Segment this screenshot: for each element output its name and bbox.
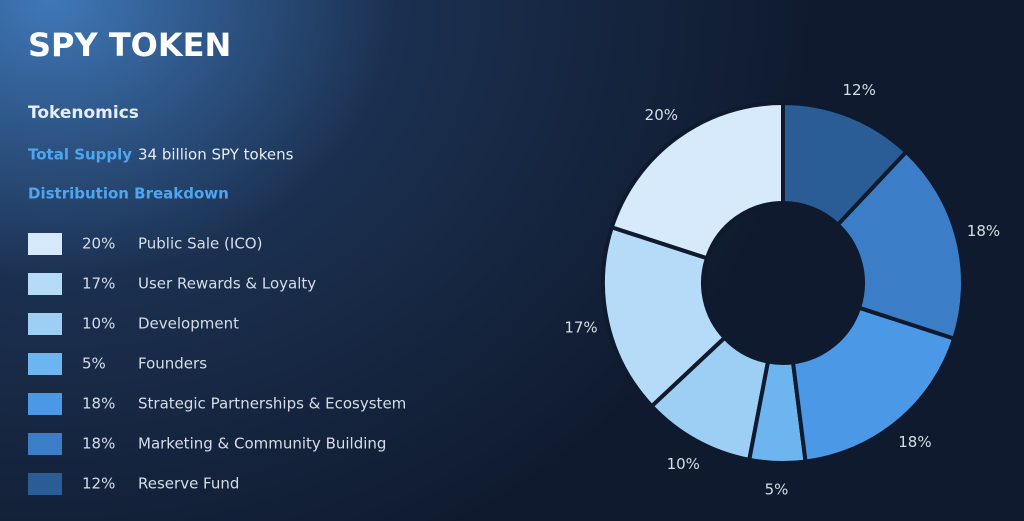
- legend-label: Strategic Partnerships & Ecosystem: [138, 395, 406, 413]
- legend-swatch: [28, 233, 62, 255]
- legend-swatch: [28, 433, 62, 455]
- supply-label: Total Supply: [28, 146, 132, 164]
- legend: 20% Public Sale (ICO) 17% User Rewards & Lo…: [28, 233, 406, 495]
- value-label: 5%: [765, 480, 789, 498]
- value-label: 18%: [898, 433, 931, 451]
- legend-percent: 18%: [82, 435, 115, 453]
- legend-swatch: [28, 473, 62, 495]
- legend-percent: 18%: [82, 395, 115, 413]
- legend-percent: 12%: [82, 475, 115, 493]
- legend-swatch: [28, 353, 62, 375]
- title: SPY TOKEN: [28, 26, 231, 64]
- donut-slice: [791, 305, 957, 464]
- legend-label: Founders: [138, 355, 207, 373]
- legend-percent: 20%: [82, 235, 115, 253]
- donut-slice: [835, 149, 965, 341]
- donut-slice: [609, 101, 785, 261]
- donut-slice: [649, 335, 771, 462]
- legend-swatch: [28, 313, 62, 335]
- legend-swatch: [28, 393, 62, 415]
- legend-label: Marketing & Community Building: [138, 435, 386, 453]
- legend-label: Public Sale (ICO): [138, 235, 262, 253]
- legend-label: Development: [138, 315, 239, 333]
- legend-label: Reserve Fund: [138, 475, 239, 493]
- donut: 20% 17% 10% 5% 18% 18% 12%: [564, 81, 1000, 498]
- breakdown-label: Distribution Breakdown: [28, 185, 229, 203]
- value-label: 10%: [667, 455, 700, 473]
- donut-slice: [601, 225, 727, 409]
- supply-value: 34 billion SPY tokens: [138, 146, 294, 164]
- legend-percent: 10%: [82, 315, 115, 333]
- value-label: 12%: [843, 81, 876, 99]
- value-label: 17%: [564, 319, 597, 337]
- value-label: 20%: [645, 106, 678, 124]
- donut-slice: [781, 101, 909, 227]
- legend-swatch: [28, 273, 62, 295]
- value-label: 18%: [967, 222, 1000, 240]
- section-title: Tokenomics: [28, 103, 139, 123]
- donut-slice: [747, 359, 808, 465]
- legend-percent: 17%: [82, 275, 115, 293]
- legend-label: User Rewards & Loyalty: [138, 275, 316, 293]
- legend-percent: 5%: [82, 355, 106, 373]
